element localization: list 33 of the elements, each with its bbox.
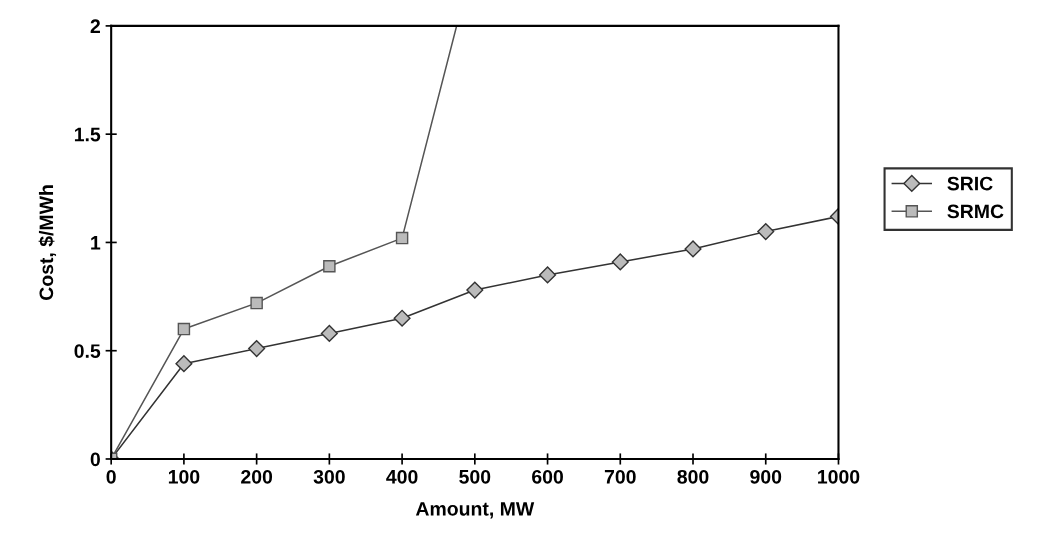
- point: [393, 309, 411, 327]
- legend-label: SRMC: [947, 204, 1004, 219]
- x-tick-label: 600: [532, 469, 563, 484]
- legend-label: SRIC: [947, 176, 993, 191]
- point: [539, 266, 557, 284]
- point: [466, 281, 484, 299]
- point: [757, 223, 775, 241]
- x-tick-label: 700: [604, 469, 636, 484]
- x-tick-label: 0: [106, 469, 116, 484]
- point: [320, 324, 338, 342]
- y-tick-label: 1: [91, 236, 101, 250]
- y-tick-label: 0: [90, 452, 100, 467]
- x-tick-label: 200: [241, 469, 273, 484]
- x-tick-label: 400: [386, 469, 418, 484]
- y-tick-label: 1.5: [74, 127, 101, 142]
- y-tick-label: 2: [90, 19, 100, 33]
- point: [684, 240, 702, 258]
- x-tick-label: 1000: [818, 469, 860, 484]
- x-tick-label: 900: [750, 469, 782, 484]
- point: [175, 355, 193, 373]
- point: [395, 231, 409, 245]
- point: [177, 322, 191, 336]
- point: [250, 296, 263, 310]
- point: [248, 339, 266, 358]
- x-axis-title: Amount, MW: [415, 502, 535, 519]
- y-axis-title: Cost, $/MWh: [38, 185, 57, 300]
- point: [611, 253, 629, 271]
- y-tick-label: 0.5: [74, 344, 101, 358]
- x-tick-label: 500: [459, 469, 491, 484]
- x-tick-label: 100: [168, 469, 200, 484]
- point: [323, 260, 336, 273]
- x-tick-label: 300: [313, 469, 345, 484]
- x-tick-label: 800: [677, 469, 709, 484]
